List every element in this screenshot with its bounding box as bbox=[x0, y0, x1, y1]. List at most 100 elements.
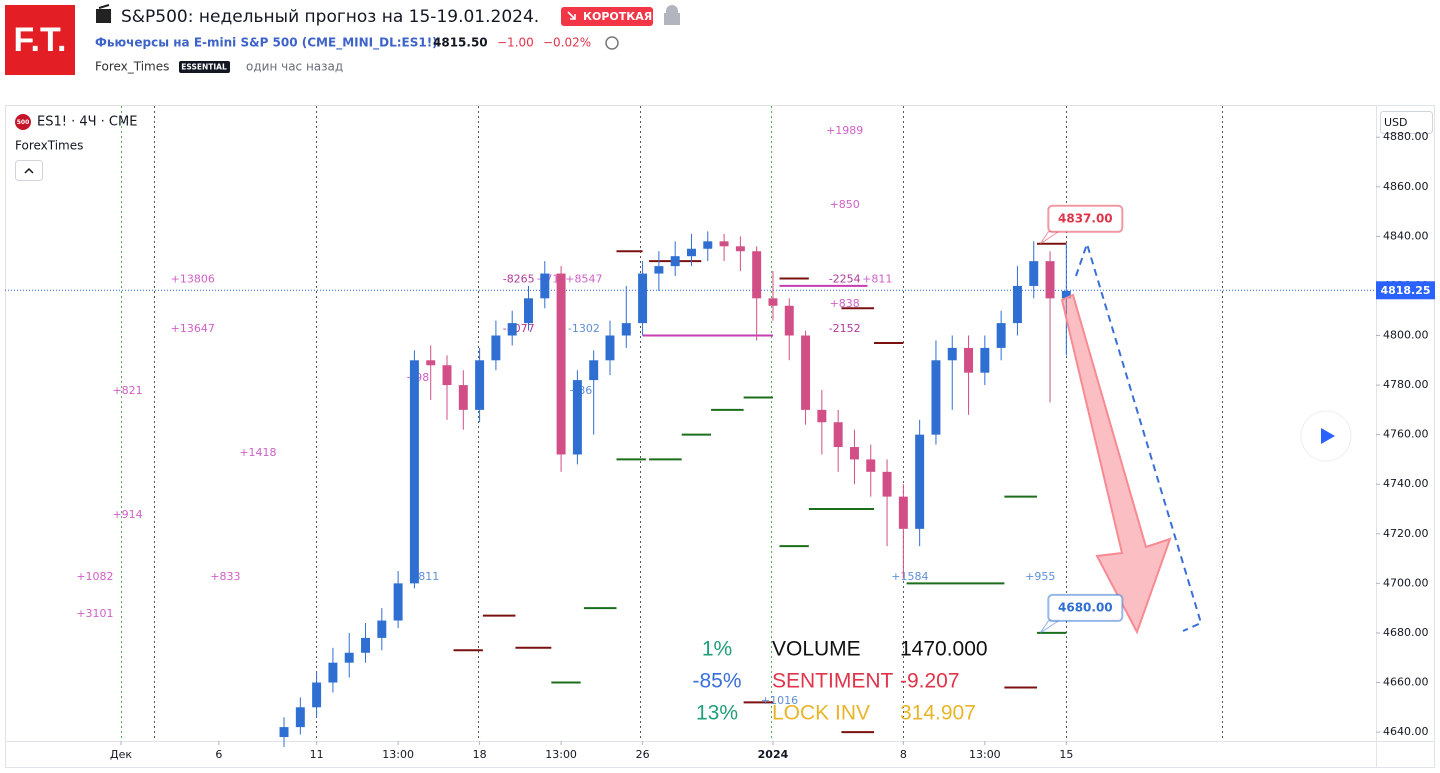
volume-annotation: +1016 bbox=[761, 694, 798, 707]
candle-body bbox=[915, 434, 925, 529]
volume-annotation: +811 bbox=[862, 273, 892, 286]
logo bbox=[5, 5, 75, 75]
alarm-icon[interactable] bbox=[605, 36, 619, 50]
y-tick-label: 4640.00 bbox=[1383, 725, 1429, 738]
candle-body bbox=[898, 496, 908, 529]
candle-body bbox=[295, 707, 305, 728]
idea-title: S&P500: недельный прогноз на 15-19.01.20… bbox=[121, 7, 539, 27]
last-price-marker bbox=[1376, 281, 1435, 300]
candle-body bbox=[589, 360, 599, 381]
y-tick-label: 4780.00 bbox=[1383, 378, 1429, 391]
chart-frame bbox=[5, 105, 1435, 768]
publish-time: один час назад bbox=[246, 60, 343, 74]
volume-annotation: +13647 bbox=[171, 322, 215, 335]
candle-body bbox=[279, 727, 289, 738]
volume-annotation: +914 bbox=[112, 508, 142, 521]
y-tick-label: 4860.00 bbox=[1383, 180, 1429, 193]
volume-annotation: +1082 bbox=[76, 570, 113, 583]
candle-body bbox=[947, 347, 957, 361]
x-tick-label: 11 bbox=[310, 748, 324, 761]
stat-value: 1470.000 bbox=[900, 638, 988, 661]
currency-box[interactable] bbox=[1380, 111, 1433, 134]
volume-annotation: +821 bbox=[112, 384, 142, 397]
y-tick-label: 4880.00 bbox=[1383, 130, 1429, 143]
volume-annotation: +8547 bbox=[565, 273, 602, 286]
x-tick-label: 18 bbox=[473, 748, 487, 761]
indicator-name: ForexTimes bbox=[15, 139, 83, 153]
y-tick-label: 4800.00 bbox=[1383, 329, 1429, 342]
symbol-change: −1.00 bbox=[497, 36, 534, 50]
y-tick-label: 4720.00 bbox=[1383, 527, 1429, 540]
volume-annotation: +3101 bbox=[76, 607, 113, 620]
candle-body bbox=[458, 385, 468, 410]
candle-body bbox=[361, 637, 370, 653]
candle-body bbox=[1061, 290, 1071, 299]
last-price-label: 4818.25 bbox=[1380, 284, 1430, 297]
x-tick-label: 13:00 bbox=[545, 748, 577, 761]
candle-body bbox=[409, 360, 419, 584]
logo-text: F.T. bbox=[14, 21, 67, 59]
candle-body bbox=[524, 298, 533, 324]
candle-body bbox=[328, 662, 338, 683]
candle-body bbox=[442, 365, 452, 386]
candle-body bbox=[507, 323, 517, 336]
symbol-name[interactable]: Фьючерсы на E-mini S&P 500 (CME_MINI_DL:… bbox=[95, 36, 438, 51]
x-tick-label: 8 bbox=[900, 748, 907, 761]
stat-value: -9.207 bbox=[900, 670, 960, 693]
symbol-icon-text: 500 bbox=[17, 119, 30, 126]
volume-annotation: -8265 bbox=[503, 273, 535, 286]
volume-annotation: +1584 bbox=[891, 570, 928, 583]
plot: +1989 +850 +13806 +13647 +821 +1418 +914 +1082 +… bbox=[5, 124, 1376, 747]
idea-icon bbox=[96, 4, 111, 23]
x-tick-label: Дек bbox=[110, 748, 132, 761]
volume-annotation: +838 bbox=[830, 297, 860, 310]
author-badge-text: ESSENTIAL bbox=[181, 63, 227, 72]
candle-body bbox=[768, 298, 778, 306]
x-tick-label: 15 bbox=[1059, 748, 1073, 761]
candle-body bbox=[344, 652, 354, 663]
x-tick-label: 13:00 bbox=[382, 748, 414, 761]
volume-annotation: -8077 bbox=[503, 322, 535, 335]
candle-body bbox=[735, 246, 745, 252]
candle-body bbox=[638, 273, 648, 324]
y-tick-label: 4840.00 bbox=[1383, 229, 1429, 242]
callout-box bbox=[1047, 204, 1124, 233]
forecast-arrow bbox=[1060, 293, 1172, 635]
symbol-change-pct: −0.02% bbox=[543, 36, 591, 50]
candle-body bbox=[703, 241, 713, 249]
currency-label: USD bbox=[1384, 116, 1408, 129]
candle-body bbox=[882, 471, 892, 497]
stats-panel: 1% VOLUME 1470.000 -85% SENTIMENT -9.207 13% LO… bbox=[692, 638, 987, 725]
candle-body bbox=[980, 347, 990, 373]
play-icon bbox=[1321, 428, 1335, 444]
x-tick-label: 6 bbox=[215, 748, 222, 761]
volume-annotation: +1989 bbox=[826, 124, 863, 137]
x-tick-label: 26 bbox=[636, 748, 650, 761]
direction-badge bbox=[561, 7, 653, 26]
x-tick-label: 2024 bbox=[758, 748, 789, 761]
volume-annotation: -2152 bbox=[829, 322, 861, 335]
volume-annotation: +850 bbox=[830, 198, 860, 211]
symbol-label: ES1! · 4Ч · CME bbox=[37, 115, 137, 130]
candle-body bbox=[801, 335, 811, 410]
author-name[interactable]: Forex_Times bbox=[95, 60, 169, 74]
candle-body bbox=[605, 335, 615, 361]
x-tick-label: 13:00 bbox=[969, 748, 1001, 761]
lock-icon bbox=[664, 5, 680, 25]
candle-body bbox=[719, 241, 729, 247]
volume-annotation: -1302 bbox=[568, 322, 600, 335]
stat-name: SENTIMENT bbox=[772, 670, 894, 693]
candle-body bbox=[964, 347, 974, 373]
candle-body bbox=[540, 273, 550, 299]
candle-body bbox=[491, 335, 501, 361]
candle-body bbox=[654, 266, 664, 274]
down-arrow-icon bbox=[567, 11, 576, 20]
candle-body bbox=[1029, 261, 1039, 286]
candle-body bbox=[686, 248, 696, 257]
candle-body bbox=[426, 360, 436, 366]
candle-body bbox=[817, 409, 827, 423]
collapse-button[interactable] bbox=[15, 160, 43, 181]
volume-annotation: +833 bbox=[210, 570, 240, 583]
